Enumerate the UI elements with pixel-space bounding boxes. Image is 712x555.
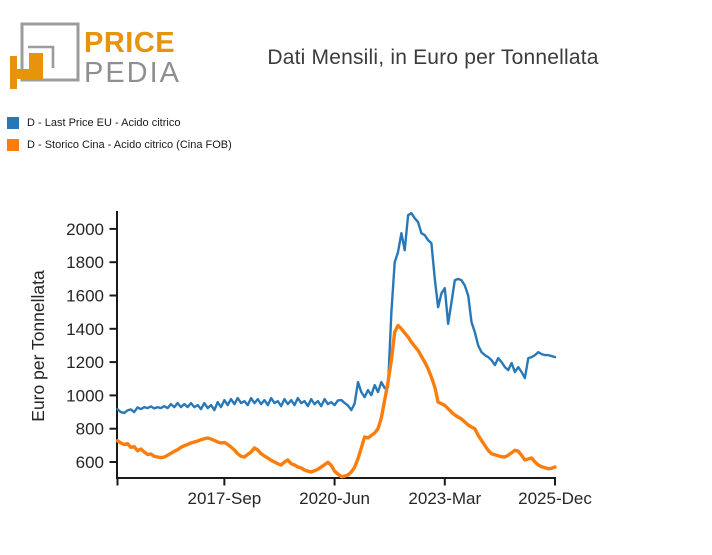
x-tick-label: 2020-Jun xyxy=(299,489,370,508)
legend-label-eu: D - Last Price EU - Acido citrico xyxy=(27,117,181,129)
chart-legend: D - Last Price EU - Acido citrico D - St… xyxy=(7,112,232,156)
logo-text-price: PRICE xyxy=(84,27,175,59)
y-tick-label: 2000 xyxy=(66,220,104,239)
x-tick-label: 2025-Dec xyxy=(518,489,592,508)
y-axis-label: Euro per Tonnellata xyxy=(28,270,48,422)
x-tick-label: 2023-Mar xyxy=(408,489,481,508)
y-tick-label: 1800 xyxy=(66,253,104,272)
logo-gray-bracket xyxy=(28,45,55,68)
y-tick-label: 1000 xyxy=(66,386,104,405)
legend-item-eu: D - Last Price EU - Acido citrico xyxy=(7,112,232,134)
logo-square-outline xyxy=(20,22,80,82)
x-tick-label: 2017-Sep xyxy=(188,489,262,508)
y-tick-label: 1400 xyxy=(66,320,104,339)
legend-swatch-eu xyxy=(7,117,19,129)
y-tick-label: 1200 xyxy=(66,353,104,372)
y-tick-label: 800 xyxy=(76,420,104,439)
y-tick-label: 1600 xyxy=(66,287,104,306)
series-line-eu xyxy=(116,211,557,415)
logo-orange-steps xyxy=(10,53,43,89)
legend-item-cina: D - Storico Cina - Acido citrico (Cina F… xyxy=(7,134,232,156)
y-tick-label: 600 xyxy=(76,453,104,472)
series-line-cina xyxy=(115,323,557,479)
legend-label-cina: D - Storico Cina - Acido citrico (Cina F… xyxy=(27,139,232,151)
pricepedia-logo: PRICE PEDIA xyxy=(10,22,181,89)
chart-title: Dati Mensili, in Euro per Tonnellata xyxy=(267,46,599,69)
legend-swatch-cina xyxy=(7,139,19,151)
logo-text-pedia: PEDIA xyxy=(84,57,181,89)
